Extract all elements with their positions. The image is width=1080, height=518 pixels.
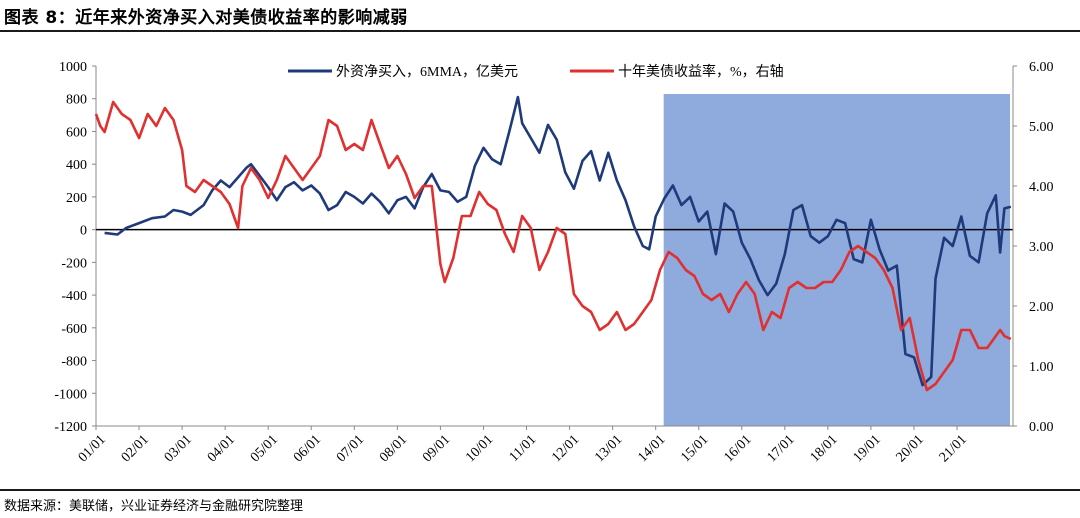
x-tick-label: 16/01 [721, 432, 754, 465]
right-tick-label: 5.00 [1029, 120, 1054, 135]
x-tick-label: 09/01 [420, 432, 453, 465]
right-tick-label: 2.00 [1029, 300, 1054, 315]
x-tick-label: 15/01 [678, 432, 711, 465]
x-tick-label: 06/01 [291, 432, 324, 465]
right-tick-label: 0.00 [1029, 420, 1054, 435]
x-tick-label: 04/01 [205, 432, 238, 465]
left-tick-label: 1000 [59, 60, 87, 75]
x-tick-label: 14/01 [635, 432, 668, 465]
x-tick-label: 18/01 [808, 432, 841, 465]
left-tick-label: 600 [66, 125, 87, 140]
chart-title: 图表 8：近年来外资净买入对美债收益率的影响减弱 [4, 8, 408, 28]
shaded-period [663, 94, 1010, 426]
right-tick-label: 3.00 [1029, 240, 1054, 255]
left-tick-label: -600 [61, 322, 87, 337]
x-tick-label: 19/01 [851, 432, 884, 465]
x-tick-label: 01/01 [76, 432, 109, 465]
left-tick-label: -1200 [54, 420, 87, 435]
x-tick-label: 10/01 [463, 432, 496, 465]
left-tick-label: -200 [61, 256, 87, 271]
x-tick-label: 07/01 [334, 432, 367, 465]
right-axis: 6.00 5.00 4.00 3.00 2.00 1.00 0.00 [1012, 60, 1054, 435]
right-tick-label: 1.00 [1029, 360, 1054, 375]
legend-label: 十年美债收益率，%，右轴 [618, 63, 784, 80]
source-note: 数据来源：美联储，兴业证券经济与金融研究院整理 [4, 499, 304, 514]
x-tick-label: 03/01 [162, 432, 195, 465]
left-tick-label: -800 [61, 355, 87, 370]
x-tick-label: 11/01 [507, 432, 540, 465]
series-layer [94, 95, 1012, 392]
series-line-10y-yield [94, 100, 1012, 392]
x-tick-label: 02/01 [119, 432, 152, 465]
right-tick-label: 4.00 [1029, 180, 1054, 195]
x-tick-label: 13/01 [592, 432, 625, 465]
chart-canvas: 1000 800 600 400 200 0 -200 -400 -600 -800 -1000 -1… [54, 60, 1054, 465]
series-line-foreign-net-purchase [104, 95, 1012, 387]
x-tick-label: 12/01 [549, 432, 582, 465]
left-axis: 1000 800 600 400 200 0 -200 -400 -600 -800 -1000 -1… [54, 60, 1013, 435]
x-tick-label: 05/01 [248, 432, 281, 465]
title-rule [0, 30, 1080, 32]
left-tick-label: 200 [66, 191, 87, 206]
x-tick-label: 20/01 [894, 432, 927, 465]
x-tick-label: 08/01 [377, 432, 410, 465]
left-tick-label: -1000 [54, 387, 87, 402]
legend-label: 外资净买入，6MMA，亿美元 [336, 64, 518, 80]
source-rule [0, 489, 1080, 491]
right-tick-label: 6.00 [1029, 60, 1054, 75]
left-tick-label: -400 [61, 289, 87, 304]
legend: 外资净买入，6MMA，亿美元 十年美债收益率，%，右轴 [288, 63, 784, 80]
left-tick-label: 400 [66, 158, 87, 173]
x-axis: 01/01 02/01 03/01 04/01 05/01 06/01 07/01 08/01… [76, 425, 1013, 465]
left-tick-label: 800 [66, 93, 87, 108]
x-tick-label: 17/01 [764, 432, 797, 465]
x-tick-label: 21/01 [937, 432, 970, 465]
left-tick-label: 0 [80, 224, 87, 239]
